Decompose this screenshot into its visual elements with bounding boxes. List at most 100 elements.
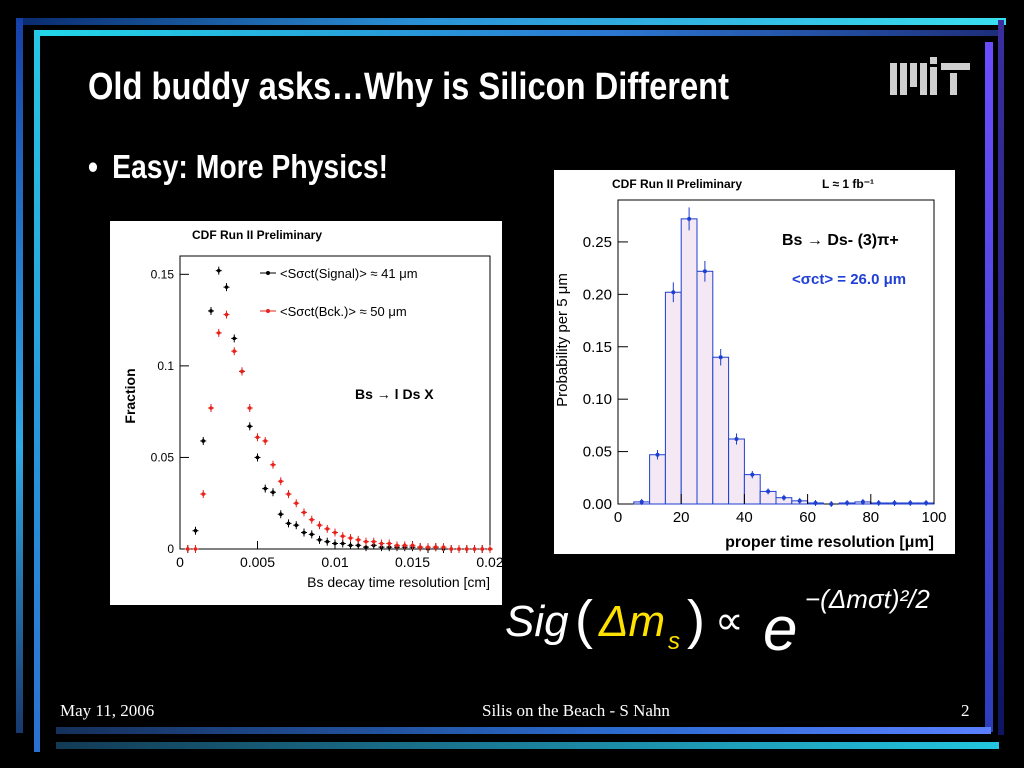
legend-label: <Sσct(Signal)> ≈ 41 μm xyxy=(280,266,418,281)
marker xyxy=(263,439,268,443)
data-point xyxy=(401,541,408,550)
data-point xyxy=(262,436,269,445)
data-point xyxy=(355,535,362,544)
bin-marker xyxy=(829,502,834,506)
data-point xyxy=(208,403,214,412)
plot-header: CDF Run II Preliminary xyxy=(612,177,742,191)
histogram-bar xyxy=(743,474,761,505)
marker xyxy=(325,539,330,544)
fraction-plot-svg: CDF Run II Preliminary 0 0.005 0.01 0.015 0.0… xyxy=(122,228,504,590)
marker xyxy=(232,336,237,341)
data-point xyxy=(471,545,478,553)
data-point xyxy=(254,433,261,442)
data-point xyxy=(308,515,315,524)
data-point xyxy=(277,477,284,486)
data-point xyxy=(215,266,222,275)
histogram-bar xyxy=(696,270,714,505)
significance-formula: Sig ( Δm s ) ∝ e −(Δmσt)²/2 xyxy=(505,584,930,662)
bin-marker xyxy=(924,500,929,505)
y-tick-label: 0.00 xyxy=(583,496,612,513)
footer-date: May 11, 2006 xyxy=(60,701,155,720)
x-tick-label: 0 xyxy=(176,554,184,570)
formula-open-paren: ( xyxy=(575,590,593,650)
marker xyxy=(286,492,291,496)
data-point xyxy=(316,535,323,544)
bin-marker xyxy=(750,472,755,477)
bullet-item: • Easy: More Physics! xyxy=(88,148,388,186)
data-point xyxy=(301,508,307,517)
marker xyxy=(402,543,407,548)
x-axis-label: Bs decay time resolution [cm] xyxy=(307,574,490,590)
bin-marker xyxy=(718,355,723,360)
marker xyxy=(224,285,229,289)
marker xyxy=(418,545,423,549)
bin-marker xyxy=(781,495,786,500)
data-point xyxy=(363,537,369,546)
marker xyxy=(278,479,283,484)
data-point xyxy=(223,283,230,292)
marker xyxy=(255,435,260,440)
bin-marker xyxy=(876,500,881,505)
data-point xyxy=(270,460,276,469)
y-tick-label: 0.15 xyxy=(583,339,612,356)
bullet-text: Easy: More Physics! xyxy=(112,148,389,185)
data-point xyxy=(293,521,300,530)
legend-marker xyxy=(266,309,270,313)
data-point xyxy=(487,545,493,553)
histogram-bar xyxy=(728,438,745,505)
y-tick-label: 0.05 xyxy=(583,444,612,461)
marker xyxy=(387,541,392,546)
histogram-bar xyxy=(649,454,666,505)
data-point xyxy=(301,528,307,537)
data-point xyxy=(277,510,284,519)
legend-marker xyxy=(266,271,270,275)
data-point xyxy=(231,347,238,356)
decorative-bar-right-inner xyxy=(985,42,993,732)
x-tick-label: 0.02 xyxy=(476,554,502,570)
data-point xyxy=(200,490,207,499)
formula-arg: Δm xyxy=(598,597,665,646)
mit-logo xyxy=(890,57,970,95)
bin-marker xyxy=(845,500,850,505)
marker xyxy=(302,510,306,515)
data-point xyxy=(456,545,462,553)
resolution-histogram: CDF Run II Preliminary L ≈ 1 fb⁻¹ 0 20 40 60 8… xyxy=(554,170,955,554)
luminosity-label: L ≈ 1 fb⁻¹ xyxy=(822,177,874,191)
y-tick-label: 0.05 xyxy=(151,450,175,464)
marker xyxy=(209,406,213,410)
marker xyxy=(232,349,237,354)
formula-close-paren: ) xyxy=(687,590,705,650)
plot-frame xyxy=(179,255,491,550)
plot-header: CDF Run II Preliminary xyxy=(192,228,322,242)
y-tick-label: 0.1 xyxy=(157,359,174,373)
bin-marker xyxy=(655,452,660,457)
formula-lhs: Sig xyxy=(505,597,569,646)
marker xyxy=(433,545,438,549)
marker xyxy=(286,521,291,526)
marker xyxy=(464,547,469,551)
bullet-symbol: • xyxy=(88,148,98,185)
marker xyxy=(309,517,314,522)
data-point xyxy=(184,545,191,553)
marker xyxy=(410,543,415,548)
data-point xyxy=(370,537,377,546)
histogram-bar xyxy=(712,356,730,505)
data-point xyxy=(254,453,261,462)
marker xyxy=(216,331,221,335)
bin-marker xyxy=(687,216,692,221)
data-point xyxy=(316,521,323,530)
x-tick-label: 100 xyxy=(921,509,946,526)
marker xyxy=(426,545,430,549)
bin-marker xyxy=(639,499,644,504)
decorative-bar-bottom-inner xyxy=(56,727,991,734)
footer-title: Silis on the Beach - S Nahn xyxy=(482,701,670,720)
marker xyxy=(309,532,314,537)
fraction-plot: CDF Run II Preliminary 0 0.005 0.01 0.015 0.0… xyxy=(110,221,504,605)
formula-exponent: −(Δmσt)²/2 xyxy=(805,584,930,614)
marker xyxy=(325,527,330,531)
decorative-bar-left xyxy=(16,18,23,733)
data-point xyxy=(394,541,400,550)
marker xyxy=(333,530,337,535)
data-point xyxy=(332,528,338,537)
histogram-bar xyxy=(680,218,698,505)
